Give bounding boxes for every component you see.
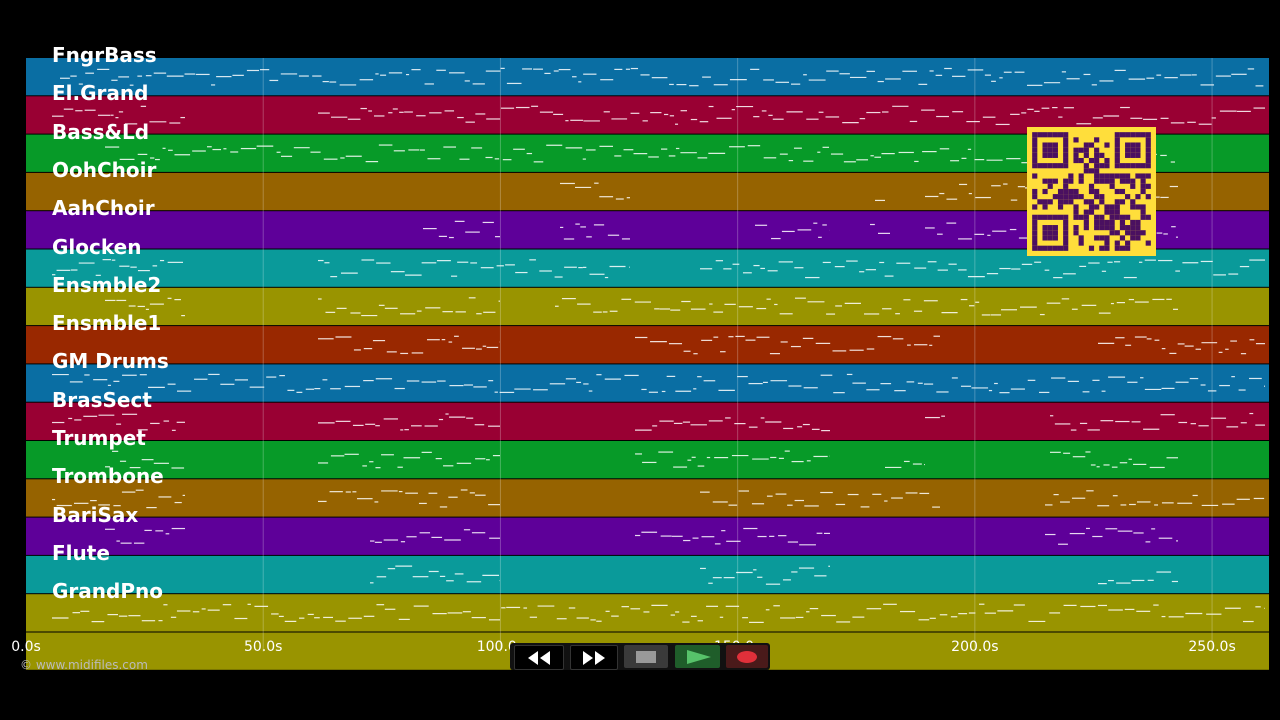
stop-icon [636,650,656,663]
track-label: BariSax [52,502,139,527]
track-label: Ensmble2 [52,272,162,297]
play-icon [686,649,711,664]
track-label: Ensmble1 [52,311,162,336]
play-button[interactable] [675,645,720,668]
track-lane [26,594,1269,632]
track-lane [26,326,1269,364]
track-lane [26,287,1269,326]
track-lane [26,402,1269,440]
time-tick-label: 200.0s [951,639,999,655]
track-lane [26,479,1269,517]
track-label: El.Grand [52,81,149,106]
track-lane [26,555,1269,594]
track-label: FngrBass [52,43,157,67]
track-label: Glocken [52,234,142,259]
track-label: BrasSect [52,387,152,412]
track-label: Trumpet [52,426,146,450]
track-lane [26,364,1269,402]
time-tick-label: 250.0s [1188,639,1236,655]
track-lane [26,517,1269,555]
fast-forward-button[interactable] [570,645,618,670]
record-button[interactable] [726,645,768,668]
fast-forward-icon [583,650,605,665]
track-label: OohChoir [52,157,157,182]
track-label: GM Drums [52,349,169,374]
transport-controls [510,643,770,670]
qr-code-icon [1027,127,1156,256]
track-lane [26,58,1269,96]
track-label: Bass&Ld [52,119,150,144]
track-label: AahChoir [52,196,155,221]
track-lane [26,441,1269,479]
record-icon [737,650,757,663]
rewind-icon [528,650,550,665]
track-label: Flute [52,540,110,565]
time-tick-label: 0.0s [11,639,41,655]
copyright-text: © www.midifiles.com [20,658,148,672]
rewind-button[interactable] [514,645,564,670]
track-label: GrandPno [52,579,163,604]
time-tick-label: 50.0s [243,639,283,655]
track-label: Trombone [52,464,164,489]
stop-button[interactable] [624,645,668,668]
